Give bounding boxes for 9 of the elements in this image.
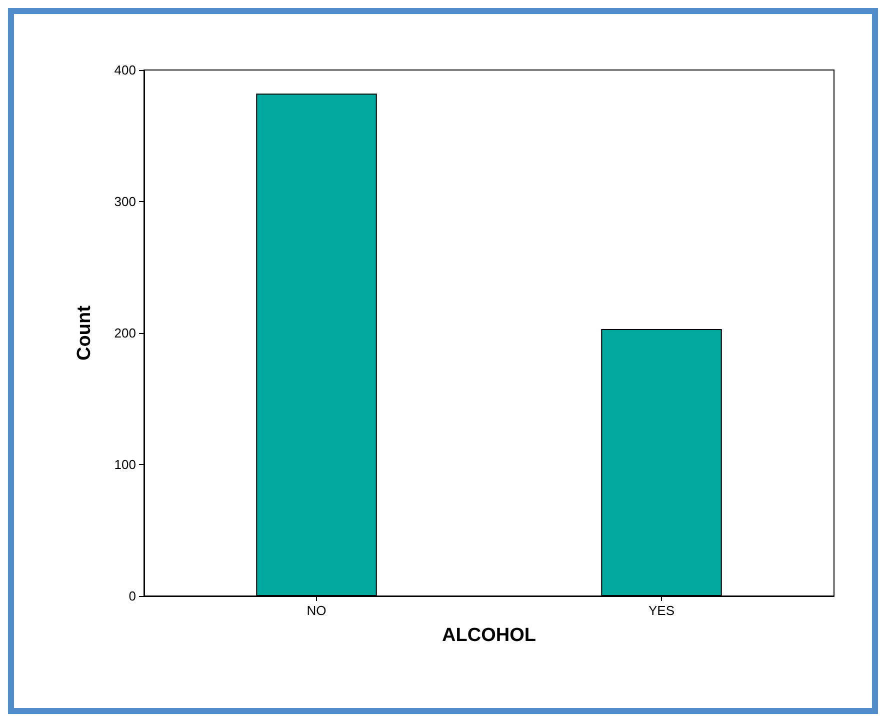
x-axis-title: ALCOHOL bbox=[442, 625, 536, 646]
y-tick-label: 100 bbox=[114, 457, 136, 472]
y-tick-label: 200 bbox=[114, 326, 136, 340]
x-tick-label: YES bbox=[648, 603, 675, 618]
x-tick-label: NO bbox=[306, 603, 326, 618]
y-tick-label: 300 bbox=[114, 194, 136, 209]
y-tick-label: 0 bbox=[128, 588, 136, 604]
y-axis-title: Count bbox=[74, 304, 95, 360]
y-tick-label: 400 bbox=[114, 62, 136, 78]
